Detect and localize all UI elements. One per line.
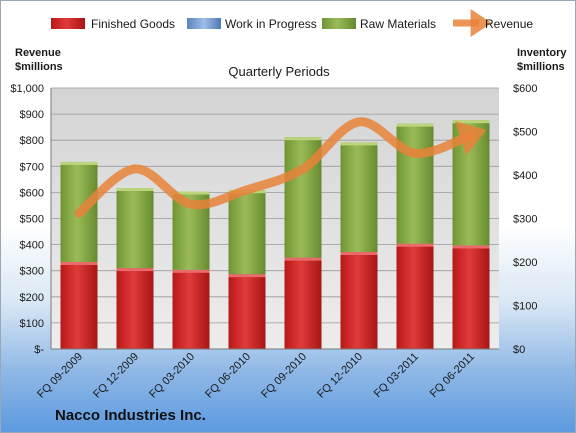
bar-finished-goods-top <box>172 269 210 273</box>
company-name: Nacco Industries Inc. <box>55 407 206 424</box>
legend-swatch-work-in-progress <box>187 18 221 29</box>
bar-raw-materials-top <box>284 137 322 141</box>
left-axis-title-line2: $millions <box>15 61 63 73</box>
bar-finished-goods[interactable] <box>284 257 322 349</box>
x-tick-label: FQ 12-2010 <box>315 351 365 401</box>
bar-raw-materials-top <box>340 142 378 146</box>
bar-finished-goods-top <box>60 262 98 265</box>
bar-finished-goods[interactable] <box>340 251 378 349</box>
left-tick-label: $200 <box>20 292 44 304</box>
bar-raw-materials[interactable] <box>228 190 266 275</box>
right-axis-ticks: $0 $100 $200 $300 $400 $500 $600 <box>513 83 537 356</box>
bar-raw-materials[interactable] <box>396 123 434 244</box>
chart-title: Quarterly Periods <box>228 64 330 79</box>
legend-item-work-in-progress[interactable]: Work in Progress <box>187 17 317 31</box>
bar-finished-goods[interactable] <box>116 268 154 349</box>
bar-finished-goods[interactable] <box>228 274 266 349</box>
x-tick-label: FQ 03-2011 <box>372 351 421 400</box>
bar-finished-goods[interactable] <box>452 245 490 349</box>
right-tick-label: $100 <box>513 301 537 313</box>
x-tick-label: FQ 09-2010 <box>259 351 309 401</box>
legend-label-finished-goods: Finished Goods <box>91 17 175 31</box>
left-tick-label: $600 <box>20 187 44 199</box>
right-axis-title-line1: Inventory <box>517 47 567 59</box>
bar-finished-goods[interactable] <box>172 269 210 349</box>
legend-swatch-finished-goods <box>51 18 85 29</box>
bar-raw-materials-top <box>116 188 154 192</box>
left-tick-label: $800 <box>20 135 44 147</box>
x-tick-label: FQ 06-2011 <box>428 351 477 400</box>
revenue-line[interactable] <box>74 117 487 218</box>
bar-finished-goods-top <box>396 243 434 247</box>
left-tick-label: $1,000 <box>10 83 44 95</box>
x-tick-label: FQ 06-2010 <box>203 351 253 401</box>
legend-item-revenue[interactable]: Revenue <box>453 9 533 37</box>
bar-finished-goods-top <box>340 251 378 255</box>
x-axis-ticks: FQ 09-2009 FQ 12-2009 FQ 03-2010 FQ 06-2010… <box>35 351 477 401</box>
bar-finished-goods[interactable] <box>396 243 434 349</box>
left-axis-title-line1: Revenue <box>15 47 61 59</box>
legend-label-raw-materials: Raw Materials <box>360 17 436 31</box>
bar-raw-materials[interactable] <box>116 188 154 269</box>
left-tick-label: $300 <box>20 266 44 278</box>
left-tick-label: $- <box>34 344 44 356</box>
bar-raw-materials-top <box>172 191 210 195</box>
left-tick-label: $100 <box>20 318 44 330</box>
bar-raw-materials-top <box>60 161 98 165</box>
x-tick-label: FQ 12-2009 <box>91 351 141 401</box>
right-tick-label: $0 <box>513 344 525 356</box>
left-tick-label: $400 <box>20 240 44 252</box>
bar-finished-goods-top <box>284 257 322 261</box>
right-tick-label: $200 <box>513 257 537 269</box>
right-axis-title-line2: $millions <box>517 61 565 73</box>
x-tick-label: FQ 03-2010 <box>147 351 197 401</box>
legend-swatch-raw-materials <box>322 18 356 29</box>
left-axis-ticks: $- $100 $200 $300 $400 $500 $600 $700 $800 $900 $1… <box>10 83 44 356</box>
bars <box>60 120 490 349</box>
legend: Finished Goods Work in Progress Raw Mate… <box>51 9 533 37</box>
left-tick-label: $700 <box>20 161 44 173</box>
left-tick-label: $500 <box>20 214 44 226</box>
right-tick-label: $600 <box>513 83 537 95</box>
bar-finished-goods-top <box>116 268 154 272</box>
right-tick-label: $500 <box>513 127 537 139</box>
left-tick-label: $900 <box>20 109 44 121</box>
legend-label-work-in-progress: Work in Progress <box>225 17 317 31</box>
bar-finished-goods-top <box>452 245 490 249</box>
legend-item-raw-materials[interactable]: Raw Materials <box>322 17 436 31</box>
bar-finished-goods-top <box>228 274 266 278</box>
right-tick-label: $400 <box>513 170 537 182</box>
bar-raw-materials[interactable] <box>340 142 378 252</box>
right-tick-label: $300 <box>513 214 537 226</box>
revenue-series <box>74 117 487 218</box>
legend-item-finished-goods[interactable]: Finished Goods <box>51 17 175 31</box>
x-tick-label: FQ 09-2009 <box>35 351 85 401</box>
bar-raw-materials-top <box>452 120 490 124</box>
legend-label-revenue: Revenue <box>485 17 533 31</box>
bar-raw-materials-top <box>396 123 434 127</box>
bar-finished-goods[interactable] <box>60 262 98 349</box>
